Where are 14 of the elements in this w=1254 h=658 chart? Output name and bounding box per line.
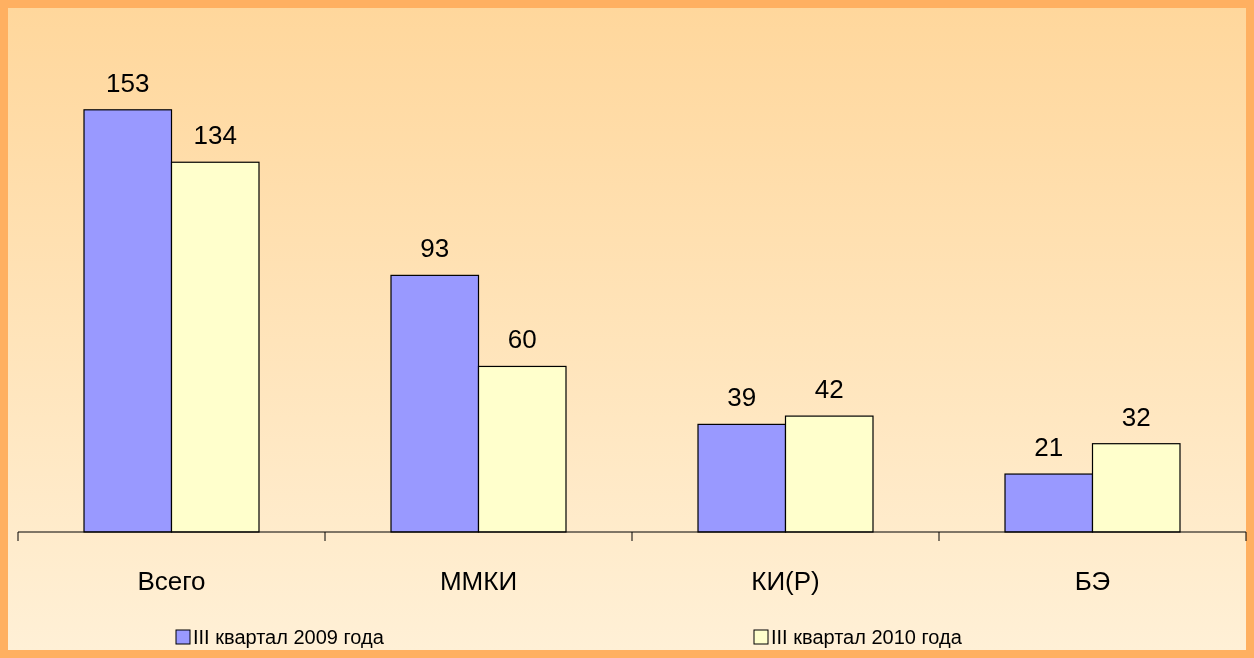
data-label: 60 xyxy=(507,324,537,355)
x-tick-label: Всего xyxy=(137,566,206,596)
data-label: 134 xyxy=(193,120,237,151)
data-label: 32 xyxy=(1121,401,1151,432)
data-label: 153 xyxy=(106,67,150,98)
legend-label: III квартал 2009 года xyxy=(193,626,385,648)
data-label: 39 xyxy=(727,382,757,413)
x-tick-label: БЭ xyxy=(1074,566,1111,596)
legend-label: III квартал 2010 года xyxy=(771,626,963,648)
data-label: 93 xyxy=(420,233,450,264)
x-tick-label: ММКИ xyxy=(439,566,518,596)
data-label: 42 xyxy=(814,374,844,405)
data-label: 21 xyxy=(1034,432,1064,463)
x-tick-label: КИ(Р) xyxy=(751,566,820,596)
